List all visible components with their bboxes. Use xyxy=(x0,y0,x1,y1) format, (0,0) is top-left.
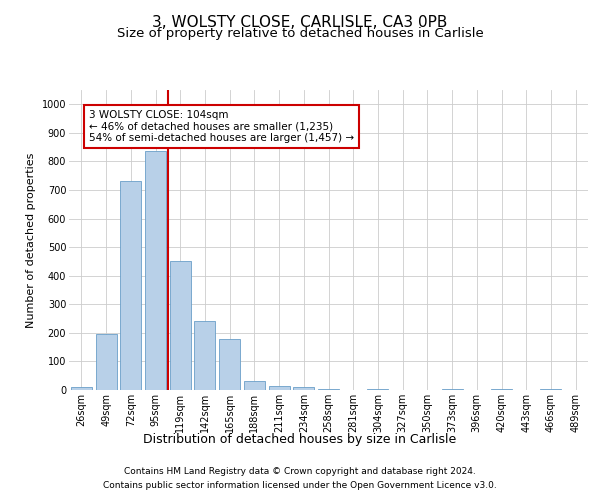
Bar xyxy=(318,388,339,390)
Bar xyxy=(120,182,141,390)
Bar xyxy=(244,382,265,390)
Bar xyxy=(293,386,314,390)
Bar xyxy=(491,388,512,390)
Bar xyxy=(71,387,92,390)
Bar xyxy=(194,322,215,390)
Text: Contains public sector information licensed under the Open Government Licence v3: Contains public sector information licen… xyxy=(103,481,497,490)
Bar xyxy=(170,262,191,390)
Bar xyxy=(367,388,388,390)
Y-axis label: Number of detached properties: Number of detached properties xyxy=(26,152,36,328)
Bar xyxy=(145,152,166,390)
Bar xyxy=(442,388,463,390)
Bar xyxy=(541,388,562,390)
Bar xyxy=(269,386,290,390)
Text: 3, WOLSTY CLOSE, CARLISLE, CA3 0PB: 3, WOLSTY CLOSE, CARLISLE, CA3 0PB xyxy=(152,15,448,30)
Text: 3 WOLSTY CLOSE: 104sqm
← 46% of detached houses are smaller (1,235)
54% of semi-: 3 WOLSTY CLOSE: 104sqm ← 46% of detached… xyxy=(89,110,354,143)
Text: Distribution of detached houses by size in Carlisle: Distribution of detached houses by size … xyxy=(143,432,457,446)
Text: Contains HM Land Registry data © Crown copyright and database right 2024.: Contains HM Land Registry data © Crown c… xyxy=(124,467,476,476)
Bar xyxy=(219,338,240,390)
Text: Size of property relative to detached houses in Carlisle: Size of property relative to detached ho… xyxy=(116,28,484,40)
Bar xyxy=(95,334,116,390)
